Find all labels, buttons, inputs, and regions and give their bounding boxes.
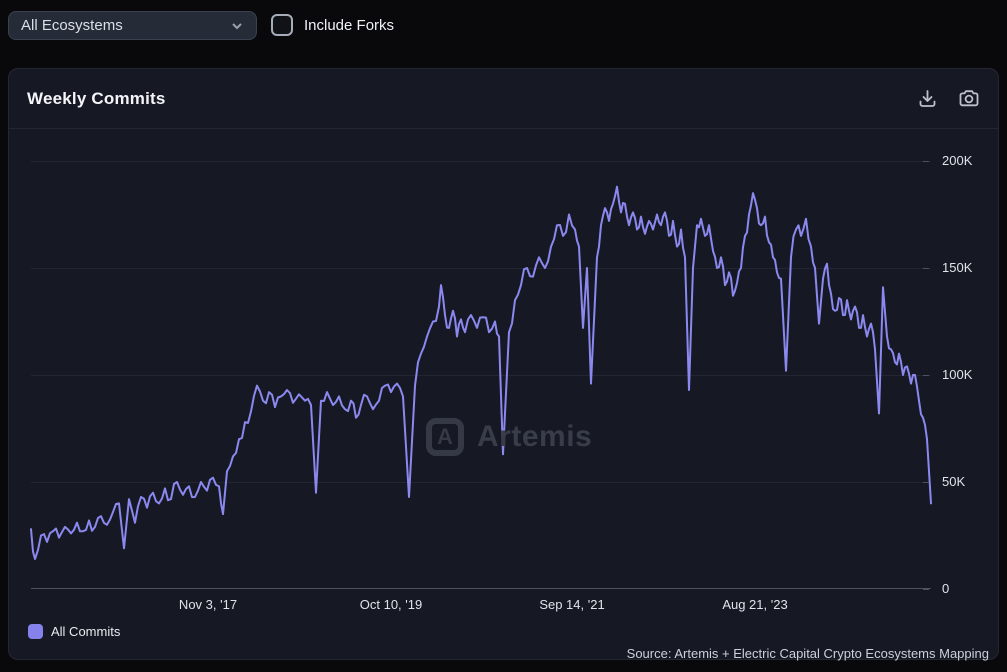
- y-axis-label-150K: 150K: [942, 260, 973, 275]
- ecosystem-select[interactable]: All Ecosystems: [8, 11, 257, 40]
- y-axis-label-100K: 100K: [942, 367, 973, 382]
- card-actions: [917, 88, 980, 109]
- download-button[interactable]: [917, 88, 938, 109]
- y-axis-label-50K: 50K: [942, 474, 966, 489]
- chart-plot-area[interactable]: A Artemis: [30, 141, 932, 589]
- x-axis-label: Aug 21, '23: [722, 597, 788, 612]
- gridline-50K: [31, 482, 931, 483]
- y-tick-mark-150K: [923, 268, 929, 269]
- camera-icon: [959, 90, 979, 107]
- y-tick-mark-0: [923, 589, 929, 590]
- weekly-commits-card: Weekly Commits A Artemis: [8, 68, 999, 661]
- gridline-100K: [31, 375, 931, 376]
- y-tick-mark-50K: [923, 482, 929, 483]
- legend-swatch-all-commits: [28, 624, 43, 639]
- x-axis-label: Sep 14, '21: [539, 597, 605, 612]
- include-forks-checkbox[interactable]: [271, 14, 293, 36]
- source-attribution: Source: Artemis + Electric Capital Crypt…: [626, 646, 989, 661]
- gridline-150K: [31, 268, 931, 269]
- chevron-down-icon: [232, 22, 242, 29]
- x-axis-label: Oct 10, '19: [359, 597, 423, 612]
- commits-line-series: [30, 185, 932, 560]
- include-forks-label: Include Forks: [304, 16, 395, 34]
- ecosystem-select-value: All Ecosystems: [21, 17, 123, 34]
- card-title: Weekly Commits: [27, 88, 166, 108]
- download-icon: [919, 90, 936, 107]
- screenshot-button[interactable]: [958, 88, 980, 109]
- card-header: Weekly Commits: [9, 69, 998, 129]
- x-axis-label: Nov 3, '17: [178, 597, 238, 612]
- top-toolbar: All Ecosystems Include Forks: [0, 0, 1007, 68]
- y-axis-label-0: 0: [942, 581, 950, 596]
- legend-label-all-commits: All Commits: [51, 624, 121, 639]
- y-tick-mark-200K: [923, 161, 929, 162]
- y-axis-label-200K: 200K: [942, 153, 973, 168]
- y-tick-mark-100K: [923, 375, 929, 376]
- include-forks-control[interactable]: Include Forks: [271, 14, 394, 36]
- legend[interactable]: All Commits: [28, 624, 120, 639]
- gridline-200K: [31, 161, 931, 162]
